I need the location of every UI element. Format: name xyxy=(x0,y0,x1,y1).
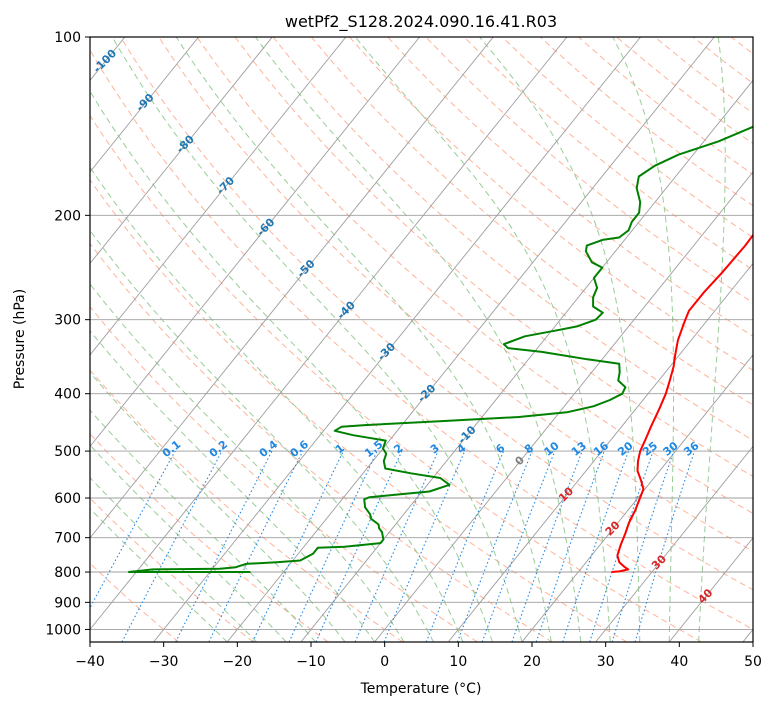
x-axis: −40 −30 −20 −10 0 10 20 30 40 50 xyxy=(75,642,762,670)
dry-adiabat-line xyxy=(90,242,553,642)
y-tick-label: 100 xyxy=(54,30,81,46)
isotherm-line xyxy=(374,171,753,642)
moist-adiabat-line xyxy=(354,37,611,642)
dewpoint-profile xyxy=(127,125,753,573)
isotherm-line xyxy=(668,537,753,642)
y-axis: 1000 900 800 700 600 500 400 300 200 100 xyxy=(45,30,90,638)
x-tick-label: 20 xyxy=(523,654,541,670)
mixing-ratio-line xyxy=(511,450,583,642)
dry-adiabat-line xyxy=(349,37,753,371)
isotherm-line xyxy=(226,37,715,642)
mixing-ratio-line xyxy=(175,450,273,642)
dry-adiabat-line xyxy=(387,37,753,337)
mixing-ratio-line xyxy=(425,450,505,642)
chart-title: wetPf2_S128.2024.090.16.41.R03 xyxy=(285,12,557,32)
dry-adiabat-line xyxy=(90,114,702,642)
mixing-ratio-line xyxy=(315,450,403,642)
mixing-ratio-line xyxy=(383,450,466,642)
dry-adiabat-line xyxy=(90,433,329,642)
moist-adiabat-line xyxy=(255,37,582,642)
x-tick-label: −40 xyxy=(75,654,105,670)
mixing-ratio-line xyxy=(481,450,556,642)
isotherm-line xyxy=(153,37,641,642)
dry-adiabat-line xyxy=(90,305,478,642)
y-tick-label: 500 xyxy=(54,444,81,460)
dry-adiabat-line xyxy=(90,562,180,642)
moist-adiabat-line xyxy=(90,330,376,642)
isotherm-line xyxy=(90,37,199,173)
moist-adiabat-line xyxy=(612,37,675,642)
y-tick-label: 200 xyxy=(54,208,81,224)
y-axis-label: Pressure (hPa) xyxy=(12,289,28,389)
moist-adiabat-line xyxy=(90,507,228,642)
x-axis-label: Temperature (°C) xyxy=(360,681,482,697)
moist-adiabat-line xyxy=(90,476,258,642)
moist-adiabat-line xyxy=(90,444,287,642)
mixing-ratio-line xyxy=(634,450,696,642)
isotherm-line xyxy=(90,37,347,356)
y-tick-label: 1000 xyxy=(45,622,81,638)
dry-adiabat-line xyxy=(425,37,753,304)
isotherm-line xyxy=(521,354,753,642)
x-tick-label: 50 xyxy=(744,654,762,670)
mixing-ratio-lines xyxy=(90,450,696,642)
mixing-ratio-line xyxy=(535,450,605,642)
mixing-ratio-line xyxy=(589,450,654,642)
y-tick-label: 600 xyxy=(54,491,81,507)
plot-area: -100-90-80-70-60-50-40-30-20-10010203040… xyxy=(90,37,753,642)
isotherm-line xyxy=(90,37,494,539)
mixing-ratio-line xyxy=(121,450,223,642)
pressure-grid xyxy=(90,37,753,630)
moist-adiabat-line xyxy=(90,90,493,642)
moist-adiabat-line xyxy=(479,37,641,642)
x-tick-label: −30 xyxy=(149,654,179,670)
dry-adiabat-line xyxy=(90,49,753,630)
y-tick-label: 800 xyxy=(54,565,81,581)
moist-adiabat-line xyxy=(90,229,434,642)
temperature-profile xyxy=(611,233,753,573)
mixing-ratio-line xyxy=(208,450,304,642)
x-tick-label: 40 xyxy=(670,654,688,670)
moist-adiabat-line xyxy=(175,37,552,642)
dry-adiabat-line xyxy=(90,178,628,642)
isotherm-line xyxy=(90,37,420,448)
isotherm-line xyxy=(90,37,568,631)
y-tick-label: 400 xyxy=(54,387,81,403)
moist-adiabat-line xyxy=(698,37,726,642)
x-tick-label: −20 xyxy=(223,654,253,670)
x-tick-label: 10 xyxy=(449,654,467,670)
dry-adiabat-line xyxy=(120,37,753,591)
mixing-ratio-line xyxy=(90,450,176,609)
profile-series xyxy=(127,125,753,573)
x-tick-label: 0 xyxy=(380,654,389,670)
isotherm-line xyxy=(595,445,753,642)
x-tick-label: 30 xyxy=(597,654,615,670)
isotherm-line xyxy=(447,262,753,642)
moist-adiabat-line xyxy=(90,371,346,642)
y-tick-label: 700 xyxy=(54,531,81,547)
mixing-ratio-line xyxy=(456,450,533,642)
mixing-ratio-line xyxy=(354,450,439,642)
moist-adiabat-line xyxy=(90,166,464,642)
moist-adiabat-line xyxy=(111,37,523,642)
x-tick-label: −10 xyxy=(296,654,326,670)
mixing-ratio-line xyxy=(562,450,630,642)
y-tick-label: 900 xyxy=(54,595,81,611)
mixing-ratio-line xyxy=(611,450,675,642)
isotherm-grid xyxy=(90,37,753,642)
isotherm-line xyxy=(90,37,273,265)
plot-frame xyxy=(89,36,754,643)
y-tick-label: 300 xyxy=(54,313,81,329)
